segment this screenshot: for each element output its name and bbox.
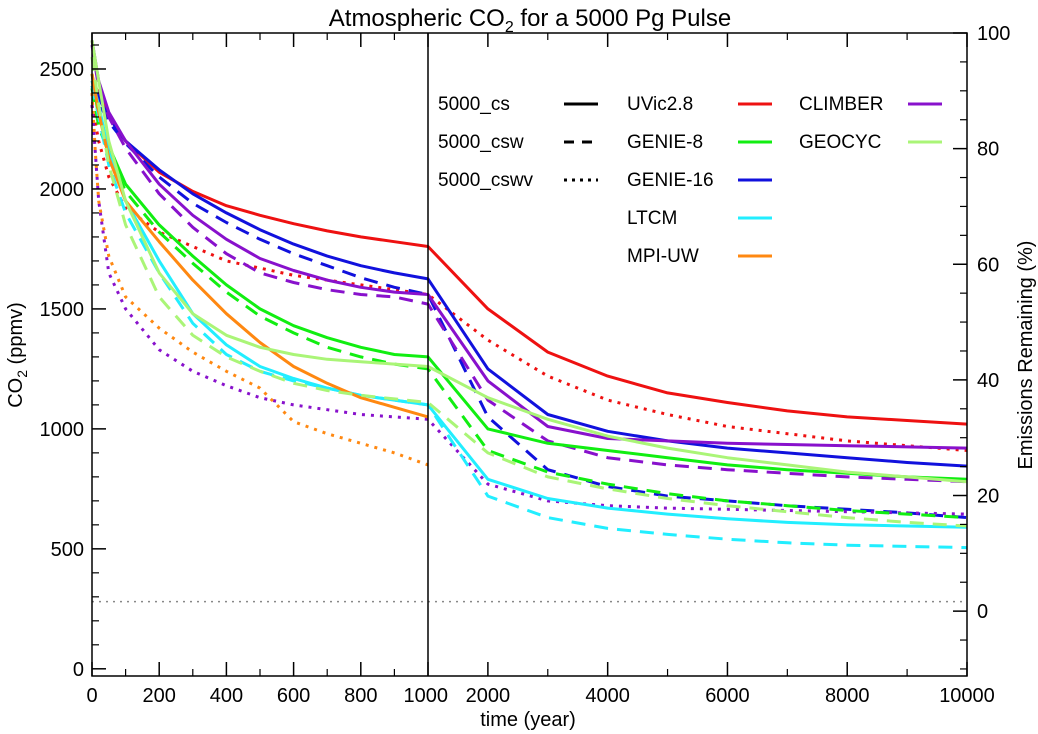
series-line-genie-8-5000-cs: [90, 73, 968, 481]
y-tick-label: 500: [51, 539, 84, 561]
x-tick-label: 8000: [825, 685, 870, 707]
series-line-climber-5000-csw: [90, 44, 968, 484]
x-tick-label: 4000: [585, 685, 630, 707]
y-tick-label: 2000: [40, 179, 85, 201]
series-line-genie-8-5000-csw: [90, 87, 968, 520]
x-axis-ticks: 0 200 400 600 800 1000 2000 4000 6000 8000 10000: [86, 33, 995, 707]
x-tick-label: 1000: [404, 685, 449, 707]
plot-frame: [91, 32, 968, 677]
legend: 5000_cs 5000_csw 5000_cswv UVic2.8 GENIE-8 GE…: [438, 94, 942, 267]
legend-label-mpi-uw: MPI-UW: [627, 246, 699, 267]
y2-tick-label: 80: [977, 139, 999, 161]
x-tick-label: 0: [86, 685, 97, 707]
legend-label-genie-8: GENIE-8: [627, 132, 703, 153]
y-tick-label: 1000: [40, 419, 85, 441]
x-tick-label: 600: [277, 685, 310, 707]
series-line-genie-16-5000-csw: [90, 85, 968, 520]
y-tick-label: 2500: [40, 59, 85, 81]
series-line-genie-16-5000-cs: [90, 80, 968, 468]
y-tick-label: 1500: [40, 299, 85, 321]
y2-tick-label: 100: [977, 23, 1010, 45]
y2-axis-title: Emissions Remaining (%): [1015, 241, 1037, 470]
y-axis-title: CO2 (ppmv): [5, 302, 30, 408]
series-line-geocyc-5000-cs: [90, 39, 968, 484]
series-line-geocyc-5000-csw: [90, 56, 968, 528]
series-line-mpi-uw-5000-cswv: [90, 92, 429, 467]
x-tick-label: 10000: [939, 685, 995, 707]
y2-tick-label: 60: [977, 254, 999, 276]
x-tick-label: 2000: [466, 685, 511, 707]
y2-axis-ticks: 0 20 40 60 80 100: [953, 23, 1010, 670]
plot-area: [90, 32, 968, 677]
series-line-climber-5000-cswv: [90, 104, 968, 516]
chart-title: Atmospheric CO2 for a 5000 Pg Pulse: [329, 5, 731, 36]
legend-label-ltcm: LTCM: [627, 208, 677, 229]
legend-label-5000-cswv: 5000_cswv: [438, 170, 534, 191]
x-tick-label: 6000: [705, 685, 750, 707]
series-line-uvic2-8-5000-cswv: [90, 104, 968, 452]
series-layer: [90, 39, 968, 550]
y2-tick-label: 0: [977, 601, 988, 623]
y2-tick-label: 40: [977, 370, 999, 392]
legend-label-5000-csw: 5000_csw: [438, 132, 524, 153]
y2-tick-label: 20: [977, 486, 999, 508]
legend-label-uvic2-8: UVic2.8: [627, 94, 693, 115]
x-tick-label: 400: [210, 685, 243, 707]
x-tick-label: 200: [143, 685, 176, 707]
y-axis-ticks: 0 500 1000 1500 2000 2500: [40, 44, 106, 681]
x-tick-label: 800: [344, 685, 377, 707]
legend-label-genie-16: GENIE-16: [627, 170, 714, 191]
x-axis-title: time (year): [480, 709, 576, 731]
series-line-climber-5000-cs: [90, 39, 968, 450]
y-tick-label: 0: [73, 659, 84, 681]
legend-label-5000-cs: 5000_cs: [438, 94, 510, 115]
legend-label-climber: CLIMBER: [799, 94, 883, 115]
series-line-ltcm-5000-csw: [90, 85, 968, 550]
legend-label-geocyc: GEOCYC: [799, 132, 881, 153]
